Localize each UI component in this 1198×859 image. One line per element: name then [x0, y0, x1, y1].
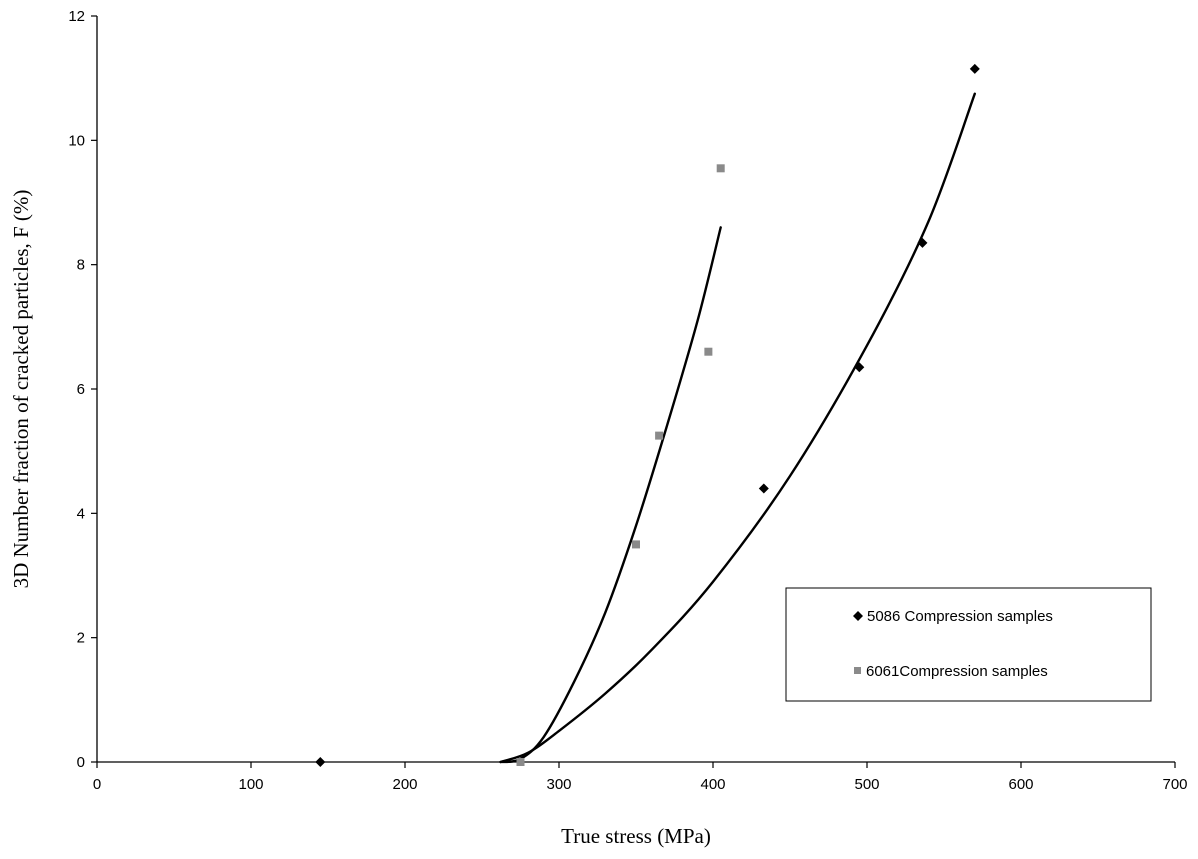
trendline-series-0	[499, 92, 976, 764]
data-point-diamond	[315, 757, 326, 767]
data-point-diamond	[758, 483, 769, 494]
y-tick-label: 12	[68, 8, 85, 25]
y-tick-label: 0	[77, 754, 85, 771]
legend-label-5086: 5086 Compression samples	[867, 608, 1053, 625]
data-point-square	[716, 164, 725, 173]
data-point-diamond	[854, 362, 865, 373]
trendline-series-1	[499, 226, 722, 764]
x-tick-label: 600	[1008, 776, 1033, 793]
x-ticks: 0 100 200 300 400 500 600 700	[93, 762, 1188, 793]
x-tick-label: 100	[238, 776, 263, 793]
data-point-square	[655, 431, 664, 440]
y-tick-label: 4	[77, 505, 85, 522]
x-axis-title: True stress (MPa)	[561, 824, 711, 848]
x-tick-label: 0	[93, 776, 101, 793]
data-point-square	[632, 540, 640, 549]
x-tick-label: 200	[392, 776, 417, 793]
x-tick-label: 500	[854, 776, 879, 793]
legend: 5086 Compression samples 6061Compression…	[785, 587, 1152, 702]
data-point-square	[704, 347, 713, 356]
data-point-square	[516, 758, 525, 766]
data-point-diamond	[917, 237, 928, 248]
legend-label-6061: 6061Compression samples	[866, 663, 1048, 680]
markers	[315, 63, 980, 767]
data-point-diamond	[969, 63, 980, 74]
x-tick-label: 700	[1162, 776, 1187, 793]
legend-box	[785, 587, 1152, 702]
y-ticks: 0 2 4 6 8 10 12	[68, 8, 97, 771]
trendlines	[499, 92, 976, 764]
y-tick-label: 6	[77, 381, 85, 398]
y-tick-label: 8	[77, 257, 85, 274]
x-tick-label: 300	[546, 776, 571, 793]
y-tick-label: 10	[68, 132, 85, 149]
legend-marker-6061	[854, 667, 861, 674]
x-tick-label: 400	[700, 776, 725, 793]
y-axis-title: 3D Number fraction of cracked particles,…	[9, 190, 33, 589]
y-tick-label: 2	[77, 630, 85, 647]
legend-marker-5086	[853, 611, 863, 621]
